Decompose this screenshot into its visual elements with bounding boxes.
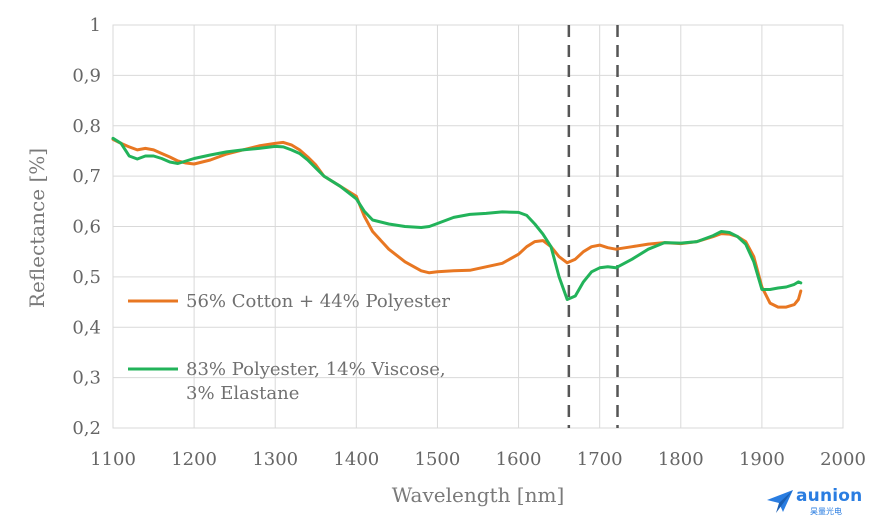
x-tick-label-5: 1600 <box>496 449 542 470</box>
paper-plane-icon <box>767 490 793 513</box>
legend-label-polyester: 83% Polyester, 14% Viscose, 3% Elastane <box>186 359 446 404</box>
series-line-1 <box>111 136 803 301</box>
series-line-0 <box>111 137 803 309</box>
aunion-logo: aunion 昊量光电 <box>766 486 866 520</box>
x-tick-label-1: 1200 <box>171 449 217 470</box>
y-tick-label-4: 0,6 <box>72 217 101 238</box>
y-tick-labels: 0,2 0,3 0,4 0,5 0,6 0,7 0,8 0,9 1 <box>72 15 101 439</box>
y-tick-label-6: 0,8 <box>72 116 101 137</box>
y-tick-label-5: 0,7 <box>72 166 101 187</box>
legend: 56% Cotton + 44% Polyester 83% Polyester… <box>128 291 450 404</box>
grid-lines <box>112 24 844 429</box>
y-axis-title: Reflectance [%] <box>25 148 49 308</box>
x-axis-title: Wavelength [nm] <box>392 483 565 507</box>
vertical-markers <box>567 25 619 428</box>
x-tick-labels: 1100 1200 1300 1400 1500 1600 1700 1800 1900 2000 <box>90 449 866 470</box>
x-tick-label-8: 1900 <box>739 449 785 470</box>
x-tick-label-4: 1500 <box>415 449 461 470</box>
x-tick-label-3: 1400 <box>333 449 379 470</box>
y-tick-label-2: 0,4 <box>72 317 101 338</box>
x-tick-label-2: 1300 <box>252 449 298 470</box>
x-tick-label-6: 1700 <box>577 449 623 470</box>
y-tick-label-7: 0,9 <box>72 65 101 86</box>
y-tick-label-8: 1 <box>90 15 101 36</box>
legend-label-cotton: 56% Cotton + 44% Polyester <box>186 291 450 312</box>
plot-frame <box>112 24 844 429</box>
x-tick-label-9: 2000 <box>820 449 866 470</box>
series-lines <box>111 136 803 309</box>
y-tick-label-3: 0,5 <box>72 267 101 288</box>
x-tick-label-0: 1100 <box>90 449 136 470</box>
logo-sub: 昊量光电 <box>810 507 842 516</box>
y-tick-label-1: 0,3 <box>72 368 101 389</box>
logo-word: aunion <box>796 486 863 506</box>
y-tick-label-0: 0,2 <box>72 418 101 439</box>
x-tick-label-7: 1800 <box>658 449 704 470</box>
